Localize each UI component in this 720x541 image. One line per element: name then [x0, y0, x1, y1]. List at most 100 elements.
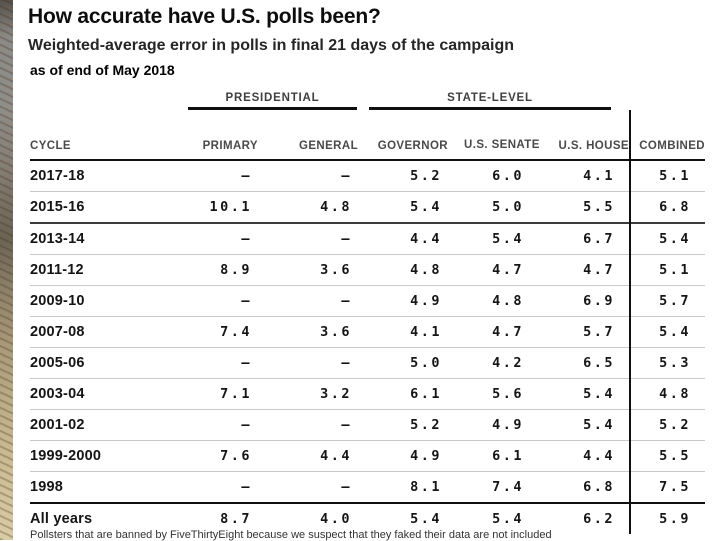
value-cell: 5.4 — [448, 222, 531, 255]
value-cell: 4.7 — [530, 254, 631, 286]
value-cell: 8.1 — [358, 471, 449, 503]
value-cell: – — [258, 285, 359, 317]
table-row: 1998– –8.1 7.4 6.8 7.5 — [30, 471, 706, 503]
group-state-level: STATE-LEVEL — [358, 86, 630, 110]
value-cell: 4.9 — [448, 409, 531, 441]
table-row: 1999-2000 7.6 4.4 4.9 6.1 4.4 5.5 — [30, 440, 706, 472]
value-cell: 7.6 — [170, 440, 258, 472]
value-cell: 4.8 — [258, 191, 359, 223]
table-row: 2017-18– –5.2 6.0 4.1 5.1 — [30, 159, 706, 192]
value-cell: 6.1 — [448, 440, 531, 472]
group-label-state-level: STATE-LEVEL — [369, 92, 612, 110]
value-cell: 5.4 — [530, 409, 631, 441]
combined-value-cell: 5.1 — [629, 254, 706, 286]
value-cell: 7.4 — [448, 471, 531, 503]
spacer-cell — [30, 86, 170, 110]
value-cell: 6.7 — [530, 222, 631, 255]
group-label-presidential: PRESIDENTIAL — [188, 92, 358, 110]
group-presidential: PRESIDENTIAL — [170, 86, 358, 110]
cycle-cell: 2009-10 — [30, 285, 170, 317]
column-header-cycle: CYCLE — [30, 110, 170, 161]
cycle-cell: 1999-2000 — [30, 440, 170, 472]
table-row: 2003-04 7.1 3.2 6.1 5.6 5.4 4.8 — [30, 378, 706, 410]
value-cell: 4.1 — [530, 159, 631, 192]
value-cell: 10.1 — [170, 191, 258, 223]
background-photo-edge — [0, 0, 13, 540]
polls-accuracy-table: PRESIDENTIAL STATE-LEVEL CYCLE PRIMARY G… — [30, 86, 706, 534]
value-cell: 3.2 — [258, 378, 359, 410]
cycle-cell: 2005-06 — [30, 347, 170, 379]
value-cell: 6.5 — [530, 347, 631, 379]
value-cell: 7.1 — [170, 378, 258, 410]
combined-value-cell: 5.5 — [629, 440, 706, 472]
value-cell: 3.6 — [258, 254, 359, 286]
column-header-us-house: U.S. HOUSE — [530, 110, 631, 161]
table-row: All years 8.7 4.0 5.4 5.4 6.2 5.9 — [30, 502, 706, 534]
value-cell: 6.8 — [530, 471, 631, 503]
value-cell: 5.4 — [448, 502, 531, 534]
value-cell: – — [258, 222, 359, 255]
value-cell: 4.9 — [358, 285, 449, 317]
value-cell: 6.2 — [530, 502, 631, 534]
page-subtitle: Weighted-average error in polls in final… — [28, 37, 515, 54]
combined-value-cell: 5.1 — [629, 159, 706, 192]
value-cell: 4.4 — [530, 440, 631, 472]
value-cell: – — [170, 159, 258, 192]
value-cell: 3.6 — [258, 316, 359, 348]
column-header-primary: PRIMARY — [170, 110, 258, 161]
value-cell: 5.7 — [530, 316, 631, 348]
value-cell: 4.8 — [358, 254, 449, 286]
value-cell: 4.2 — [448, 347, 531, 379]
cycle-cell: 2013-14 — [30, 222, 170, 255]
value-cell: – — [170, 409, 258, 441]
value-cell: 4.4 — [258, 440, 359, 472]
combined-value-cell: 5.3 — [629, 347, 706, 379]
cycle-cell: 2011-12 — [30, 254, 170, 286]
cycle-cell: All years — [30, 502, 170, 534]
value-cell: 4.8 — [448, 285, 531, 317]
column-header-general: GENERAL — [258, 110, 359, 161]
value-cell: 7.4 — [170, 316, 258, 348]
value-cell: 5.0 — [358, 347, 449, 379]
value-cell: 5.0 — [448, 191, 531, 223]
column-group-row: PRESIDENTIAL STATE-LEVEL — [30, 86, 705, 110]
as-of-date-annotation: as of end of May 2018 — [30, 62, 175, 78]
value-cell: – — [258, 409, 359, 441]
table-row: 2007-08 7.4 3.6 4.1 4.7 5.7 5.4 — [30, 316, 706, 348]
table-row: 2015-16 10.1 4.8 5.4 5.0 5.5 6.8 — [30, 191, 706, 223]
value-cell: 6.0 — [448, 159, 531, 192]
cycle-cell: 2003-04 — [30, 378, 170, 410]
value-cell: 5.4 — [358, 502, 449, 534]
combined-value-cell: 6.8 — [629, 191, 706, 223]
footnote: Pollsters that are banned by FiveThirtyE… — [30, 529, 552, 541]
value-cell: 8.7 — [170, 502, 258, 534]
table-row: 2013-14– –4.4 5.4 6.7 5.4 — [30, 222, 706, 255]
value-cell: – — [258, 471, 359, 503]
value-cell: 4.4 — [358, 222, 449, 255]
cycle-cell: 2017-18 — [30, 159, 170, 192]
combined-value-cell: 5.4 — [629, 316, 706, 348]
value-cell: 4.0 — [258, 502, 359, 534]
value-cell: 5.4 — [358, 191, 449, 223]
spacer-cell — [630, 86, 705, 110]
column-header-us-senate: U.S. SENATE — [448, 110, 539, 161]
page-title: How accurate have U.S. polls been? — [28, 5, 381, 28]
value-cell: 5.6 — [448, 378, 531, 410]
cycle-cell: 1998 — [30, 471, 170, 503]
combined-value-cell: 5.2 — [629, 409, 706, 441]
table-row: 2009-10– –4.9 4.8 6.9 5.7 — [30, 285, 706, 317]
value-cell: – — [170, 285, 258, 317]
value-cell: – — [170, 222, 258, 255]
value-cell: 4.7 — [448, 254, 531, 286]
column-header-row: CYCLE PRIMARY GENERAL GOVERNOR U.S. SENA… — [30, 110, 706, 161]
value-cell: 6.9 — [530, 285, 631, 317]
table-body: 2017-18– –5.2 6.0 4.1 5.1 2015-16 10.1 4.8 5.4 5.… — [30, 159, 706, 534]
value-cell: 4.1 — [358, 316, 449, 348]
value-cell: 4.9 — [358, 440, 449, 472]
value-cell: 5.4 — [530, 378, 631, 410]
combined-value-cell: 5.7 — [629, 285, 706, 317]
column-header-governor: GOVERNOR — [358, 110, 449, 161]
column-header-combined: COMBINED — [629, 110, 706, 161]
combined-value-cell: 4.8 — [629, 378, 706, 410]
table-row: 2001-02– –5.2 4.9 5.4 5.2 — [30, 409, 706, 441]
